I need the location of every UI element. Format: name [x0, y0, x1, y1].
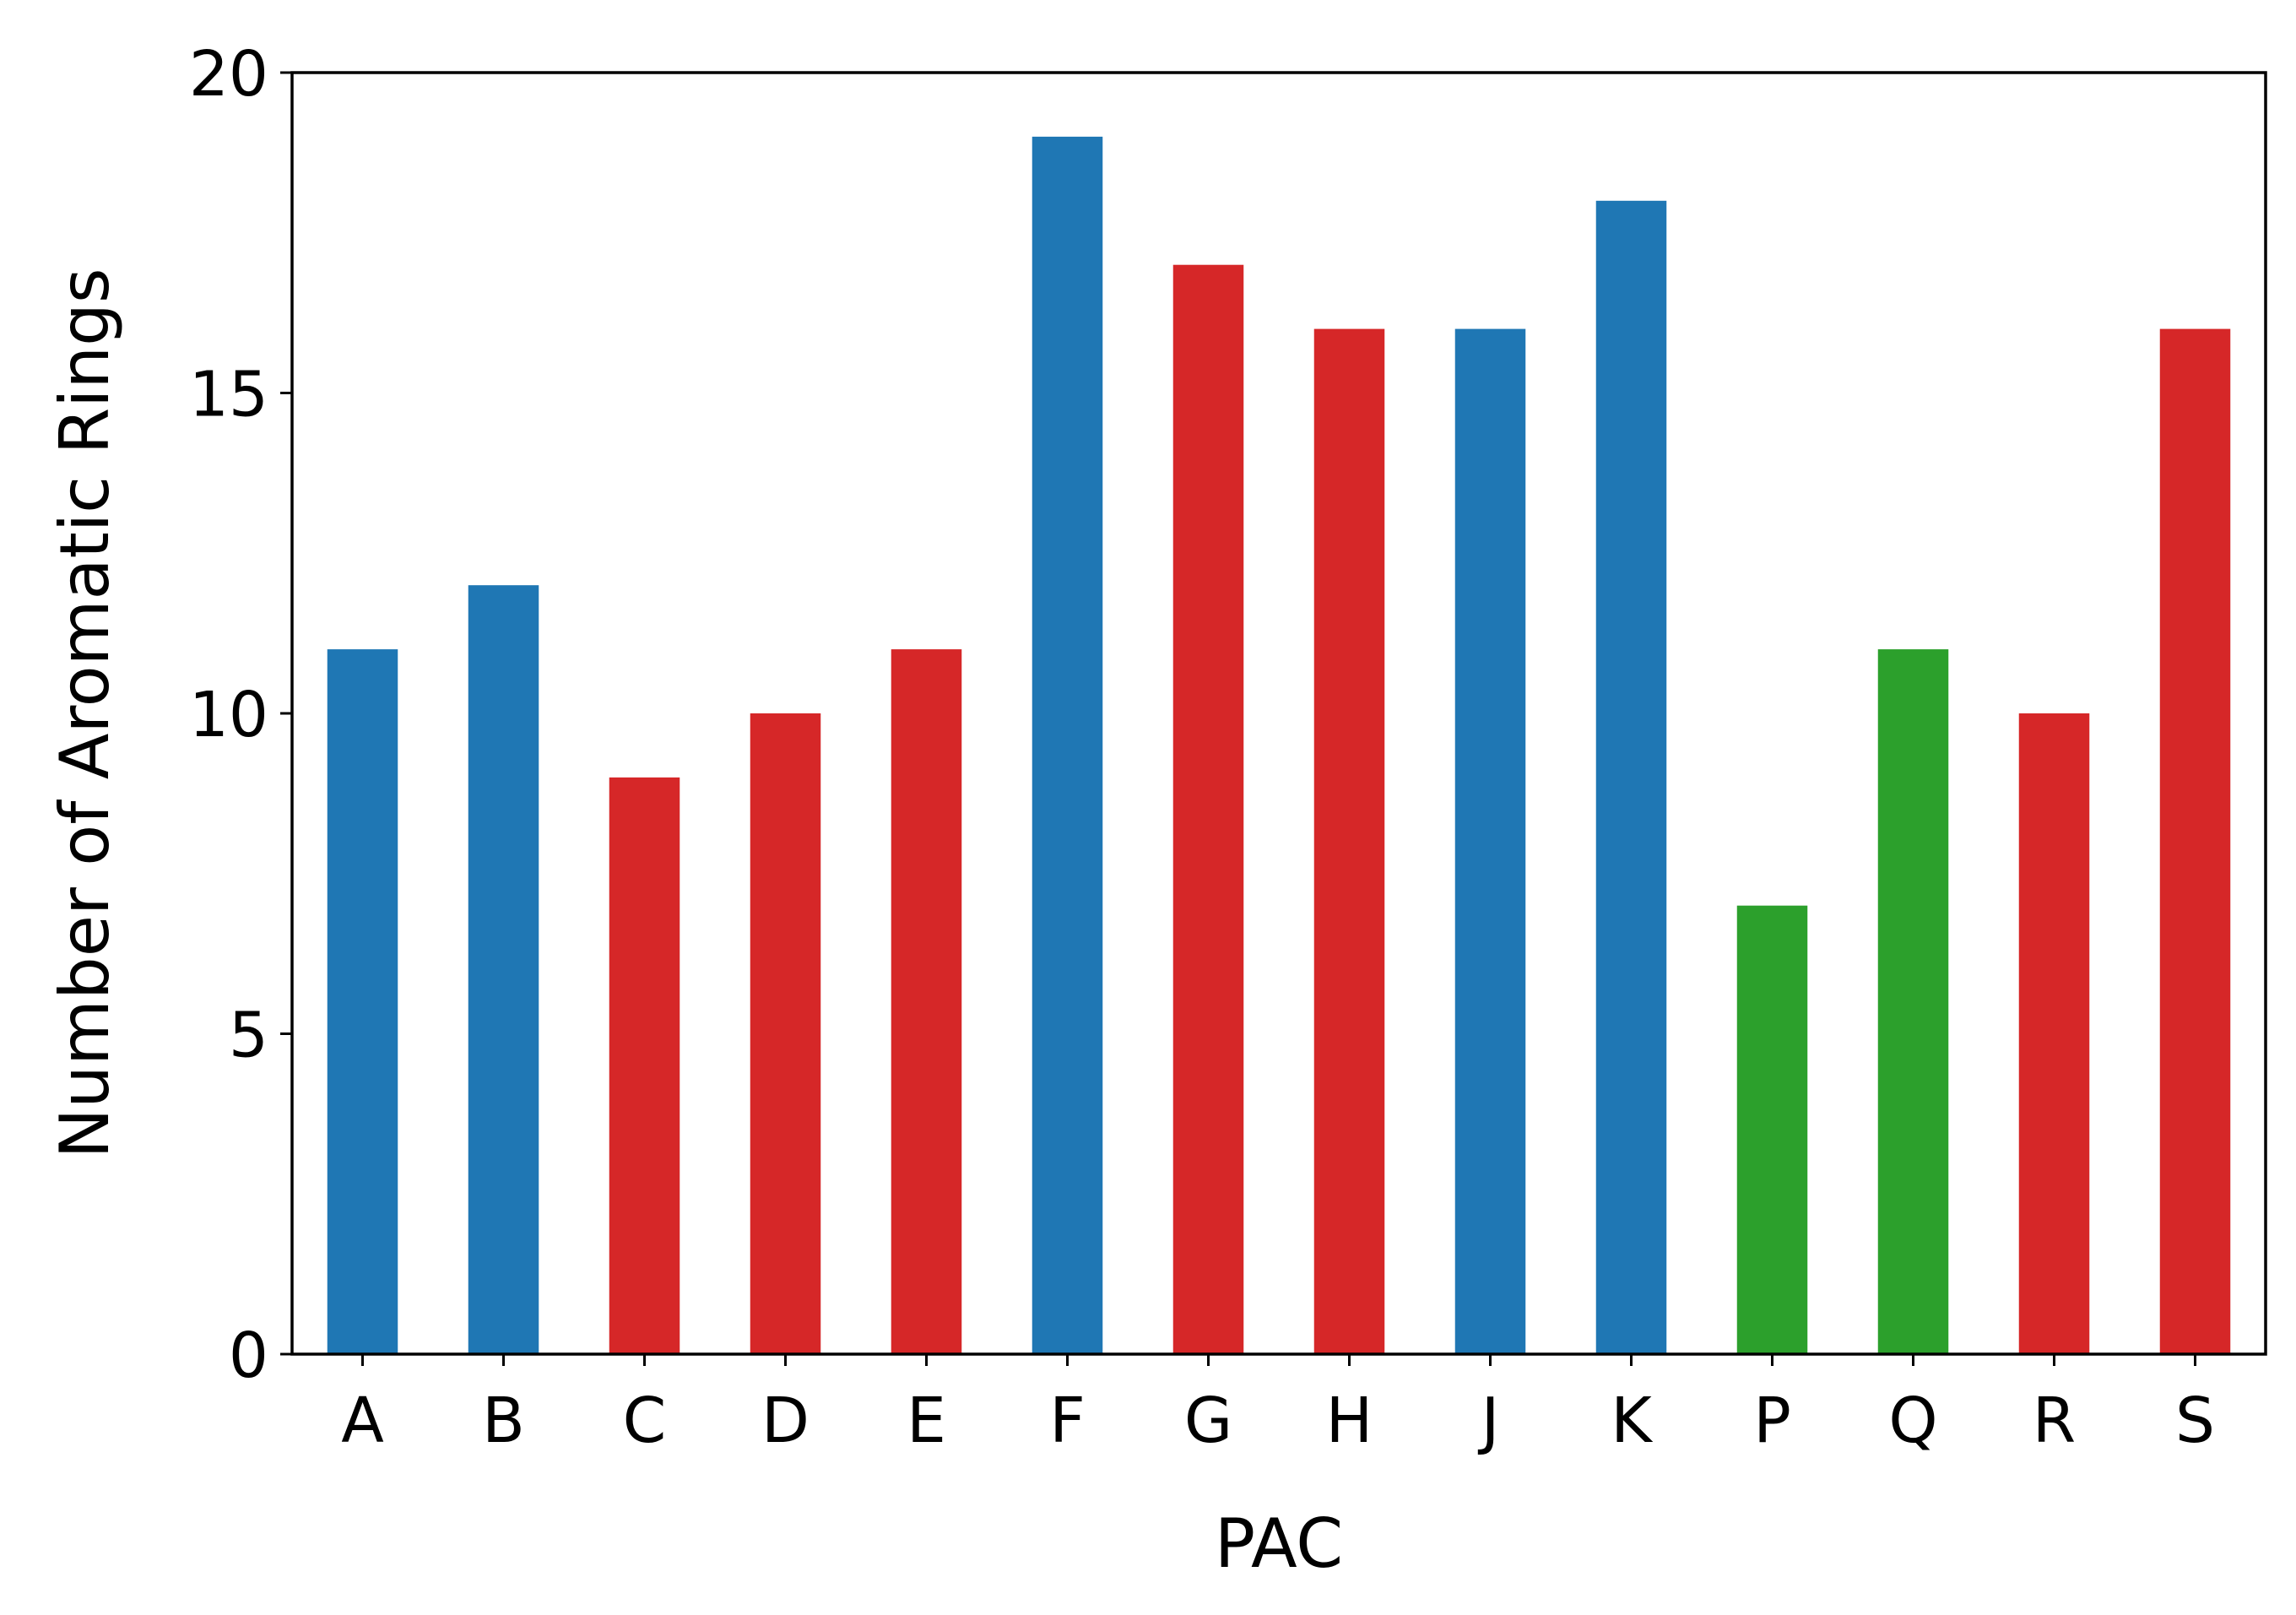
x-tick-label-H: H — [1326, 1385, 1373, 1457]
bar-Q — [1877, 649, 1949, 1354]
bar-C — [609, 777, 680, 1354]
bar-G — [1172, 264, 1244, 1355]
bar-H — [1313, 328, 1385, 1355]
x-tick-label-P: P — [1753, 1385, 1791, 1457]
x-tick-label-J: J — [1478, 1385, 1500, 1457]
x-tick-label-Q: Q — [1888, 1385, 1937, 1457]
x-tick-label-R: R — [2033, 1385, 2076, 1457]
bar-A — [327, 649, 398, 1354]
y-tick-label-10: 10 — [189, 679, 268, 751]
x-axis-label: PAC — [1215, 1504, 1343, 1583]
bar-P — [1736, 905, 1808, 1354]
bar-K — [1595, 200, 1667, 1354]
plot-frame — [290, 71, 2267, 1356]
x-tick-label-A: A — [341, 1385, 384, 1457]
x-tick-label-G: G — [1184, 1385, 1232, 1457]
x-tick-label-F: F — [1049, 1385, 1086, 1457]
bar-R — [2018, 713, 2090, 1354]
y-tick-label-15: 15 — [189, 359, 268, 431]
x-tick-label-D: D — [761, 1385, 810, 1457]
bar-S — [2159, 328, 2231, 1355]
bar-E — [891, 649, 962, 1354]
bar-F — [1032, 136, 1103, 1354]
bar-D — [750, 713, 821, 1354]
x-tick-label-S: S — [2175, 1385, 2215, 1457]
bar-B — [468, 585, 539, 1354]
y-axis-label: Number of Aromatic Rings — [46, 268, 124, 1158]
x-tick-label-K: K — [1611, 1385, 1654, 1457]
x-tick-label-B: B — [482, 1385, 525, 1457]
bars-group — [327, 136, 2231, 1355]
y-tick-label-0: 0 — [229, 1320, 268, 1392]
x-tick-label-E: E — [907, 1385, 946, 1457]
y-tick-label-20: 20 — [189, 38, 268, 111]
bar-J — [1454, 328, 1526, 1355]
x-tick-label-C: C — [623, 1385, 667, 1457]
y-tick-label-5: 5 — [229, 1000, 268, 1072]
y-axis-ticks: 0 5 10 15 20 — [189, 38, 292, 1392]
